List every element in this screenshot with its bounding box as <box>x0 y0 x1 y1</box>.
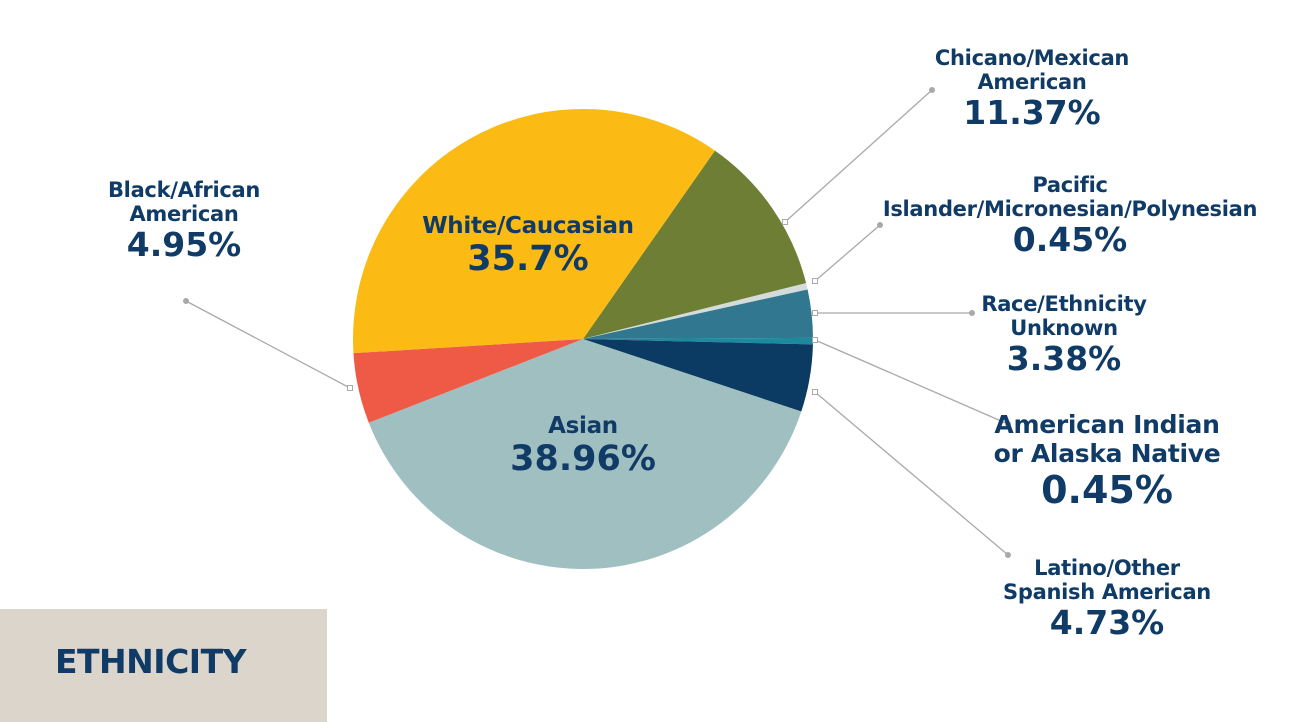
leader-line <box>183 298 353 391</box>
label-text: Unknown <box>1010 316 1118 341</box>
value-label: 0.45% <box>1012 220 1128 260</box>
label-text: Spanish American <box>1003 580 1211 605</box>
label-text: American <box>129 202 239 227</box>
value-label: 38.96% <box>510 439 656 480</box>
label-text: American <box>977 70 1087 95</box>
leader-line <box>812 337 1011 427</box>
leader-line <box>782 87 935 225</box>
slice-label-black: Black/African American 4.95% <box>108 178 260 264</box>
slice-label-white: White/Caucasian 35.7% <box>422 213 634 280</box>
pie-slice-2 <box>583 289 813 339</box>
slice-label-american-indian: American Indian or Alaska Native 0.45% <box>993 410 1221 512</box>
slice-label-latino: Latino/Other Spanish American 4.73% <box>1003 556 1211 642</box>
pie-slice-4 <box>583 339 813 412</box>
label-text: American Indian <box>994 410 1220 439</box>
label-text: Chicano/Mexican <box>934 46 1130 70</box>
label-text: or Alaska Native <box>993 438 1221 468</box>
chart-title: ETHNICITY <box>55 642 246 681</box>
value-label: 11.37% <box>963 93 1101 133</box>
leader-line <box>812 222 883 284</box>
slice-label-unknown: Race/Ethnicity Unknown 3.38% <box>981 292 1147 379</box>
slice-label-pacific-islander: Pacific Islander/Micronesian/Polynesian … <box>882 173 1258 260</box>
value-label: 35.7% <box>467 239 589 280</box>
leader-line <box>812 389 1011 558</box>
pie-slice-0 <box>583 150 807 339</box>
label-text: Islander/Micronesian/Polynesian <box>882 197 1258 222</box>
pie-slice-7 <box>352 108 715 354</box>
label-text: Asian <box>548 413 618 439</box>
leader-line <box>812 310 975 316</box>
pie-slice-6 <box>353 339 583 423</box>
label-text: White/Caucasian <box>422 213 634 239</box>
label-text: Pacific <box>1032 173 1108 197</box>
label-text: Race/Ethnicity <box>981 292 1147 316</box>
title-box: ETHNICITY <box>0 609 327 722</box>
value-label: 3.38% <box>1006 339 1122 379</box>
slice-label-asian: Asian 38.96% <box>510 413 656 480</box>
label-text: Latino/Other <box>1034 556 1180 580</box>
pie-slice-5 <box>368 339 802 570</box>
value-label: 4.73% <box>1049 603 1165 643</box>
pie-slice-3 <box>583 337 813 345</box>
slice-label-chicano: Chicano/Mexican American 11.37% <box>935 46 1129 132</box>
label-text: Black/African <box>107 178 261 202</box>
pie-slice-1 <box>583 283 808 339</box>
value-label: 4.95% <box>126 225 242 265</box>
value-label: 0.45% <box>1041 467 1173 512</box>
